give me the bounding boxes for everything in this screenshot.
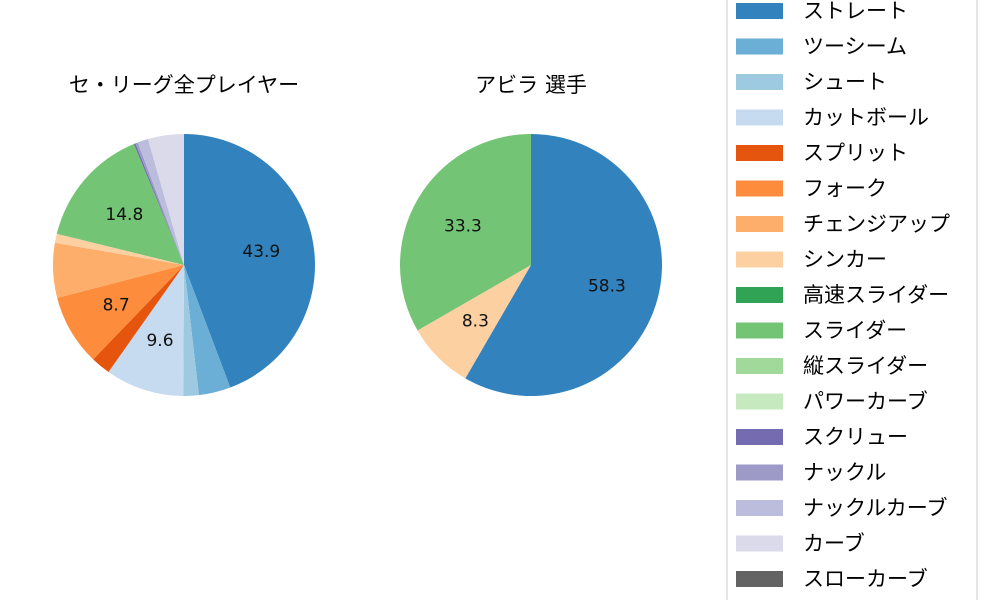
legend-swatch: [736, 216, 783, 232]
legend-label: シュート: [803, 70, 887, 94]
legend-frame: [726, 0, 978, 600]
slice-label: 33.3: [444, 217, 482, 237]
slice-label: 9.6: [146, 331, 173, 351]
legend: ストレートツーシームシュートカットボールスプリットフォークチェンジアップシンカー…: [726, 0, 978, 600]
pie-slice: [465, 134, 662, 396]
legend-swatch: [736, 322, 783, 339]
legend-label: チェンジアップ: [803, 212, 950, 236]
pie-slice: [54, 233, 184, 265]
legend-label: ナックルカーブ: [803, 496, 947, 520]
legend-swatch: [736, 464, 783, 481]
slice-label: 14.8: [105, 205, 143, 225]
legend-label: パワーカーブ: [803, 390, 928, 414]
pie-slice: [137, 139, 184, 265]
pie-slice: [184, 134, 315, 388]
pie-chart-league: セ・リーグ全プレイヤー 43.9 9.6 8.7 14.8: [52, 73, 315, 397]
legend-label: カーブ: [803, 532, 865, 556]
pie-slice: [399, 134, 531, 331]
legend-swatch: [736, 3, 783, 19]
legend-label: スクリュー: [803, 425, 908, 449]
pie-slice: [417, 265, 531, 379]
legend-label: スプリット: [803, 141, 908, 165]
pie-slice: [184, 265, 231, 396]
slice-label: 8.7: [103, 296, 130, 316]
legend-label: ストレート: [803, 0, 908, 23]
legend-swatch: [736, 287, 783, 303]
slice-label: 8.3: [462, 312, 489, 332]
legend-swatch: [736, 251, 783, 268]
legend-label: 縦スライダー: [803, 354, 928, 378]
legend-swatch: [736, 571, 783, 587]
pie-slice: [56, 143, 184, 265]
legend-swatch: [736, 180, 783, 197]
legend-swatch: [736, 74, 783, 90]
legend-label: ナックル: [803, 461, 886, 485]
legend-swatch: [736, 535, 783, 552]
chart-title-league: セ・リーグ全プレイヤー: [69, 73, 299, 97]
pie-slice: [108, 265, 184, 396]
slice-label: 43.9: [242, 242, 280, 262]
pie-slice: [93, 265, 184, 373]
legend-label: ツーシーム: [803, 35, 907, 59]
legend-swatch: [736, 358, 783, 374]
pie-slice: [183, 265, 199, 397]
legend-swatch: [736, 393, 783, 410]
pie-slice: [147, 134, 184, 265]
legend-swatch: [736, 500, 783, 516]
legend-swatch: [736, 145, 783, 161]
legend-label: シンカー: [803, 248, 887, 272]
legend-label: スライダー: [803, 319, 907, 343]
legend-swatch: [736, 429, 783, 445]
pie-chart-player: アビラ 選手 58.3 8.3 33.3: [399, 73, 662, 396]
pie-slice: [133, 143, 184, 265]
legend-label: スローカーブ: [803, 567, 928, 591]
chart-title-player: アビラ 選手: [475, 73, 587, 97]
legend-label: 高速スライダー: [803, 283, 949, 307]
slice-label: 58.3: [588, 276, 626, 296]
legend-swatch: [736, 38, 783, 55]
legend-label: カットボール: [803, 106, 929, 130]
pie-slice: [135, 142, 184, 265]
legend-label: フォーク: [803, 177, 887, 201]
pie-slice: [52, 242, 185, 298]
pie-slice: [57, 265, 184, 360]
legend-swatch: [736, 109, 783, 126]
